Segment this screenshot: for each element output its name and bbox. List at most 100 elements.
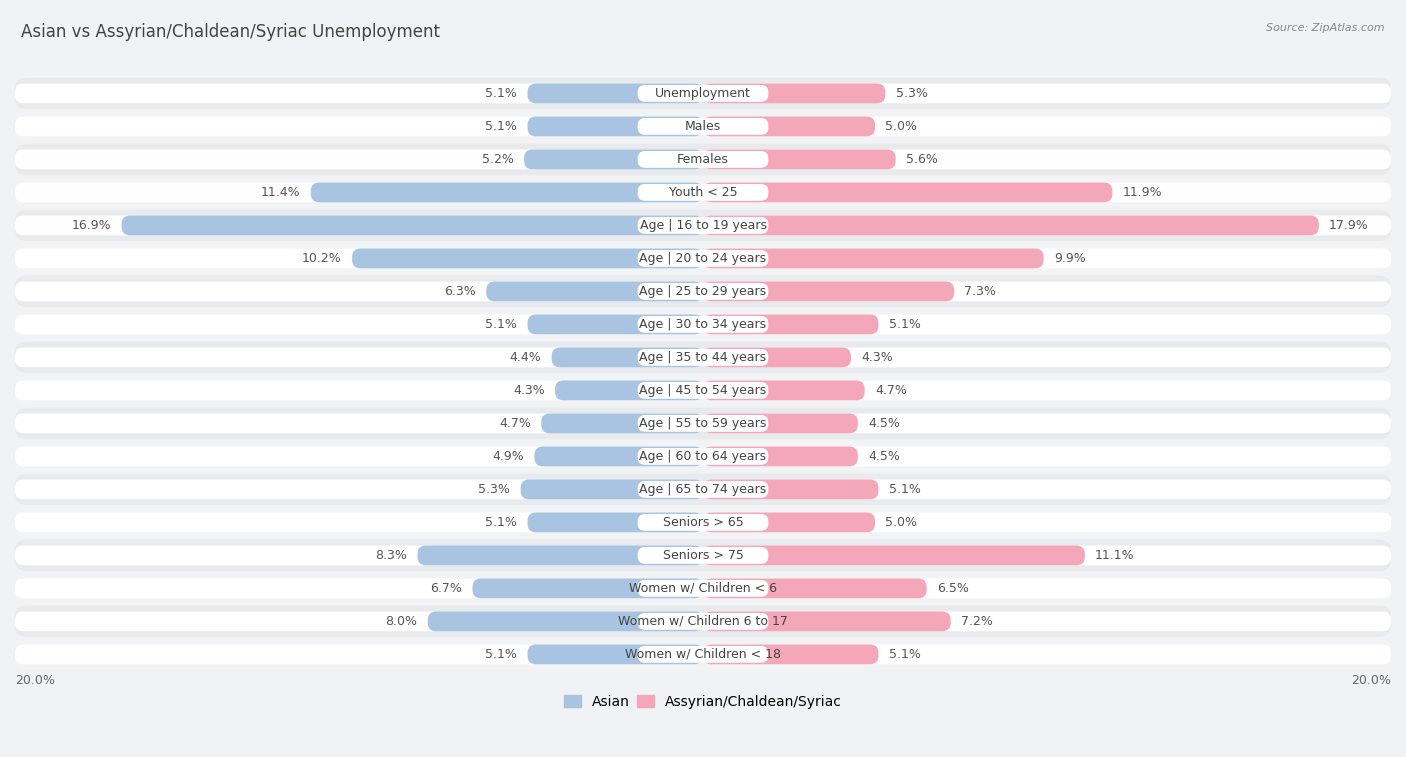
Text: 4.5%: 4.5%	[868, 417, 900, 430]
FancyBboxPatch shape	[638, 283, 768, 300]
Text: Unemployment: Unemployment	[655, 87, 751, 100]
FancyBboxPatch shape	[703, 479, 1391, 500]
Legend: Asian, Assyrian/Chaldean/Syriac: Asian, Assyrian/Chaldean/Syriac	[558, 689, 848, 714]
Text: 5.0%: 5.0%	[886, 516, 917, 529]
Text: 6.7%: 6.7%	[430, 582, 463, 595]
FancyBboxPatch shape	[15, 282, 703, 301]
Text: Seniors > 75: Seniors > 75	[662, 549, 744, 562]
Text: 20.0%: 20.0%	[15, 674, 55, 687]
Text: 5.3%: 5.3%	[896, 87, 928, 100]
FancyBboxPatch shape	[15, 512, 703, 532]
FancyBboxPatch shape	[703, 347, 1391, 367]
Text: 5.1%: 5.1%	[485, 318, 517, 331]
FancyBboxPatch shape	[541, 413, 703, 433]
FancyBboxPatch shape	[703, 282, 1391, 301]
FancyBboxPatch shape	[15, 243, 1391, 274]
FancyBboxPatch shape	[703, 512, 875, 532]
FancyBboxPatch shape	[555, 381, 703, 400]
Text: 11.1%: 11.1%	[1095, 549, 1135, 562]
FancyBboxPatch shape	[638, 646, 768, 663]
FancyBboxPatch shape	[15, 309, 1391, 340]
FancyBboxPatch shape	[527, 314, 703, 335]
FancyBboxPatch shape	[311, 182, 703, 202]
Text: Youth < 25: Youth < 25	[669, 186, 737, 199]
FancyBboxPatch shape	[638, 514, 768, 531]
Text: 5.1%: 5.1%	[889, 648, 921, 661]
Text: 8.3%: 8.3%	[375, 549, 408, 562]
FancyBboxPatch shape	[15, 408, 1391, 439]
Text: Seniors > 65: Seniors > 65	[662, 516, 744, 529]
FancyBboxPatch shape	[520, 479, 703, 500]
FancyBboxPatch shape	[703, 447, 1391, 466]
FancyBboxPatch shape	[703, 150, 1391, 170]
FancyBboxPatch shape	[703, 314, 879, 335]
Text: 4.3%: 4.3%	[862, 351, 893, 364]
Text: Asian vs Assyrian/Chaldean/Syriac Unemployment: Asian vs Assyrian/Chaldean/Syriac Unempl…	[21, 23, 440, 41]
FancyBboxPatch shape	[15, 117, 703, 136]
Text: Women w/ Children < 18: Women w/ Children < 18	[626, 648, 780, 661]
FancyBboxPatch shape	[703, 381, 1391, 400]
FancyBboxPatch shape	[15, 347, 703, 367]
FancyBboxPatch shape	[638, 580, 768, 597]
FancyBboxPatch shape	[638, 184, 768, 201]
FancyBboxPatch shape	[15, 479, 703, 500]
FancyBboxPatch shape	[703, 248, 1043, 268]
FancyBboxPatch shape	[15, 447, 703, 466]
FancyBboxPatch shape	[703, 117, 875, 136]
FancyBboxPatch shape	[703, 413, 1391, 433]
FancyBboxPatch shape	[524, 150, 703, 170]
Text: Age | 65 to 74 years: Age | 65 to 74 years	[640, 483, 766, 496]
FancyBboxPatch shape	[15, 78, 1391, 109]
FancyBboxPatch shape	[486, 282, 703, 301]
FancyBboxPatch shape	[527, 117, 703, 136]
Text: 5.1%: 5.1%	[485, 516, 517, 529]
Text: 5.1%: 5.1%	[485, 120, 517, 133]
FancyBboxPatch shape	[703, 83, 886, 103]
FancyBboxPatch shape	[15, 341, 1391, 373]
Text: 9.9%: 9.9%	[1054, 252, 1085, 265]
FancyBboxPatch shape	[703, 117, 1391, 136]
Text: Age | 25 to 29 years: Age | 25 to 29 years	[640, 285, 766, 298]
Text: 4.5%: 4.5%	[868, 450, 900, 463]
Text: 5.1%: 5.1%	[485, 648, 517, 661]
FancyBboxPatch shape	[527, 644, 703, 665]
FancyBboxPatch shape	[15, 506, 1391, 538]
FancyBboxPatch shape	[15, 375, 1391, 406]
Text: Source: ZipAtlas.com: Source: ZipAtlas.com	[1267, 23, 1385, 33]
Text: 11.9%: 11.9%	[1122, 186, 1163, 199]
Text: 4.4%: 4.4%	[509, 351, 541, 364]
Text: 5.6%: 5.6%	[905, 153, 938, 166]
FancyBboxPatch shape	[15, 150, 703, 170]
FancyBboxPatch shape	[703, 447, 858, 466]
FancyBboxPatch shape	[703, 182, 1112, 202]
FancyBboxPatch shape	[122, 216, 703, 235]
FancyBboxPatch shape	[638, 217, 768, 234]
FancyBboxPatch shape	[703, 347, 851, 367]
FancyBboxPatch shape	[703, 248, 1391, 268]
FancyBboxPatch shape	[638, 118, 768, 135]
FancyBboxPatch shape	[638, 85, 768, 102]
Text: Age | 20 to 24 years: Age | 20 to 24 years	[640, 252, 766, 265]
FancyBboxPatch shape	[427, 612, 703, 631]
FancyBboxPatch shape	[638, 481, 768, 498]
FancyBboxPatch shape	[418, 546, 703, 565]
FancyBboxPatch shape	[638, 547, 768, 564]
Text: 17.9%: 17.9%	[1329, 219, 1369, 232]
FancyBboxPatch shape	[703, 83, 1391, 103]
FancyBboxPatch shape	[15, 639, 1391, 670]
FancyBboxPatch shape	[703, 546, 1085, 565]
FancyBboxPatch shape	[15, 441, 1391, 472]
Text: Age | 60 to 64 years: Age | 60 to 64 years	[640, 450, 766, 463]
FancyBboxPatch shape	[352, 248, 703, 268]
FancyBboxPatch shape	[15, 606, 1391, 637]
Text: Women w/ Children 6 to 17: Women w/ Children 6 to 17	[619, 615, 787, 628]
Text: 4.7%: 4.7%	[875, 384, 907, 397]
FancyBboxPatch shape	[703, 216, 1391, 235]
FancyBboxPatch shape	[703, 381, 865, 400]
FancyBboxPatch shape	[703, 182, 1391, 202]
FancyBboxPatch shape	[638, 613, 768, 630]
Text: 5.1%: 5.1%	[485, 87, 517, 100]
Text: 4.9%: 4.9%	[492, 450, 524, 463]
FancyBboxPatch shape	[527, 83, 703, 103]
FancyBboxPatch shape	[638, 415, 768, 431]
